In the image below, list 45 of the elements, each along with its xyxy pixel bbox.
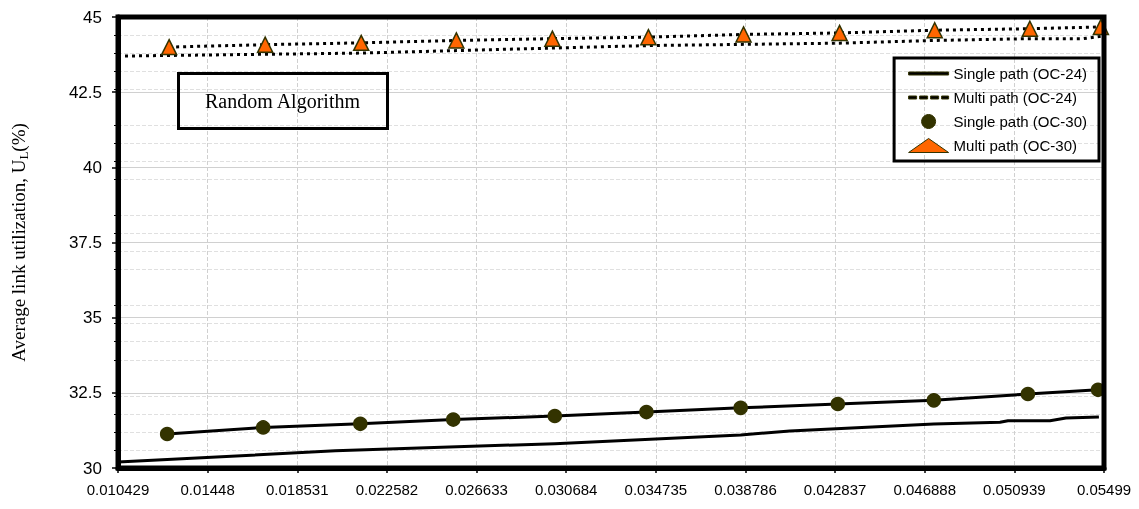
x-tick-label: 0.038786 — [714, 481, 777, 498]
x-tick-label: 0.01448 — [180, 481, 235, 498]
point — [255, 420, 271, 435]
annotation: Random Algorithm — [205, 90, 361, 113]
point — [256, 36, 274, 53]
point — [547, 408, 563, 424]
y-tick-label: 35 — [83, 308, 102, 328]
x-tick-label: 0.030684 — [534, 481, 598, 498]
point — [830, 396, 846, 412]
point — [159, 426, 175, 442]
legend-label: Single path (OC-30) — [953, 113, 1088, 130]
y-tick-label: 30 — [83, 458, 102, 478]
x-tick-label: 0.050939 — [983, 481, 1046, 498]
point — [160, 38, 178, 56]
point — [926, 21, 943, 39]
x-tick-label: 0.018531 — [265, 481, 329, 498]
x-tick-label: 0.05499 — [1076, 481, 1132, 498]
point — [733, 400, 748, 416]
y-axis-title: Average link utilization, UL(%) — [8, 123, 31, 362]
point — [735, 26, 752, 43]
point — [544, 30, 561, 47]
x-tick-label: 0.022582 — [355, 481, 419, 498]
x-tick-label: 0.026633 — [445, 481, 508, 498]
y-tick-label: 37.5 — [68, 233, 102, 252]
y-tick-label: 45 — [83, 7, 102, 27]
point — [926, 393, 942, 408]
point — [353, 416, 368, 432]
point — [448, 32, 465, 49]
y-tick-label: 42.5 — [68, 82, 102, 102]
point — [1020, 386, 1036, 402]
y-tick-label: 40 — [83, 157, 102, 177]
point — [640, 28, 657, 46]
y-tick-label: 32.5 — [68, 383, 102, 403]
x-tick-label: 0.046888 — [893, 481, 957, 498]
point — [639, 404, 654, 420]
legend-label: Multi path (OC-24) — [953, 89, 1077, 106]
point — [446, 412, 461, 427]
x-tick-label: 0.010429 — [86, 481, 150, 498]
legend-label: Single path (OC-24) — [953, 65, 1088, 82]
point — [831, 24, 848, 42]
x-tick-label: 0.042837 — [803, 481, 867, 498]
legend-label: Multi path (OC-30) — [953, 137, 1077, 154]
x-tick-label: 0.034735 — [624, 481, 688, 498]
point — [352, 34, 370, 52]
point — [1021, 20, 1039, 37]
